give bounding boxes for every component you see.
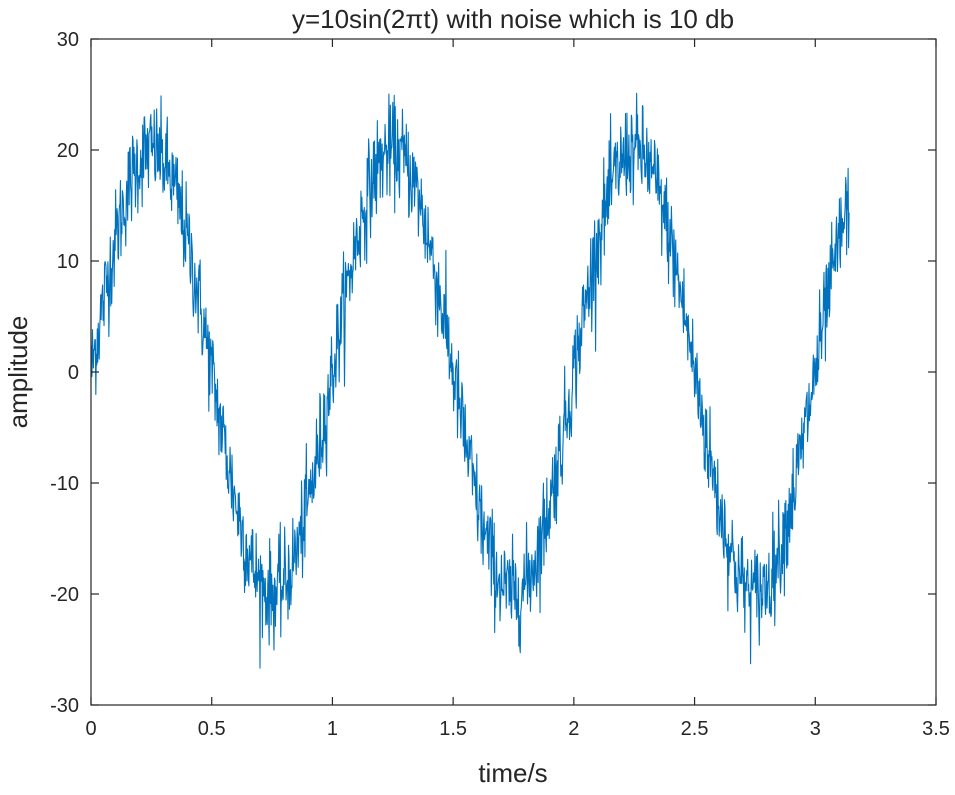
- x-tick-label: 0.5: [198, 718, 226, 740]
- x-tick-label: 0: [85, 718, 96, 740]
- x-tick-label: 3.5: [922, 718, 950, 740]
- x-tick-label: 1.5: [439, 718, 467, 740]
- x-tick-label: 2: [568, 718, 579, 740]
- y-axis-label: amplitude: [3, 316, 33, 429]
- x-tick-label: 2.5: [681, 718, 709, 740]
- y-tick-label: 30: [57, 29, 79, 51]
- y-tick-label: 10: [57, 251, 79, 273]
- y-tick-label: -10: [50, 473, 79, 495]
- y-axis: -30 -20 -10 0 10 20 30: [50, 29, 936, 717]
- x-tick-label: 1: [327, 718, 338, 740]
- x-tick-label: 3: [810, 718, 821, 740]
- y-tick-label: 20: [57, 140, 79, 162]
- series-line: [90, 92, 850, 669]
- chart-title: y=10sin(2πt) with noise which is 10 db: [292, 4, 734, 34]
- y-tick-label: -30: [50, 695, 79, 717]
- series-layer: [90, 92, 850, 669]
- y-tick-label: 0: [68, 362, 79, 384]
- x-axis-label: time/s: [478, 758, 547, 788]
- y-tick-label: -20: [50, 584, 79, 606]
- x-axis: 0 0.5 1 1.5 2 2.5 3 3.5: [85, 39, 950, 740]
- plot-area: [91, 39, 936, 705]
